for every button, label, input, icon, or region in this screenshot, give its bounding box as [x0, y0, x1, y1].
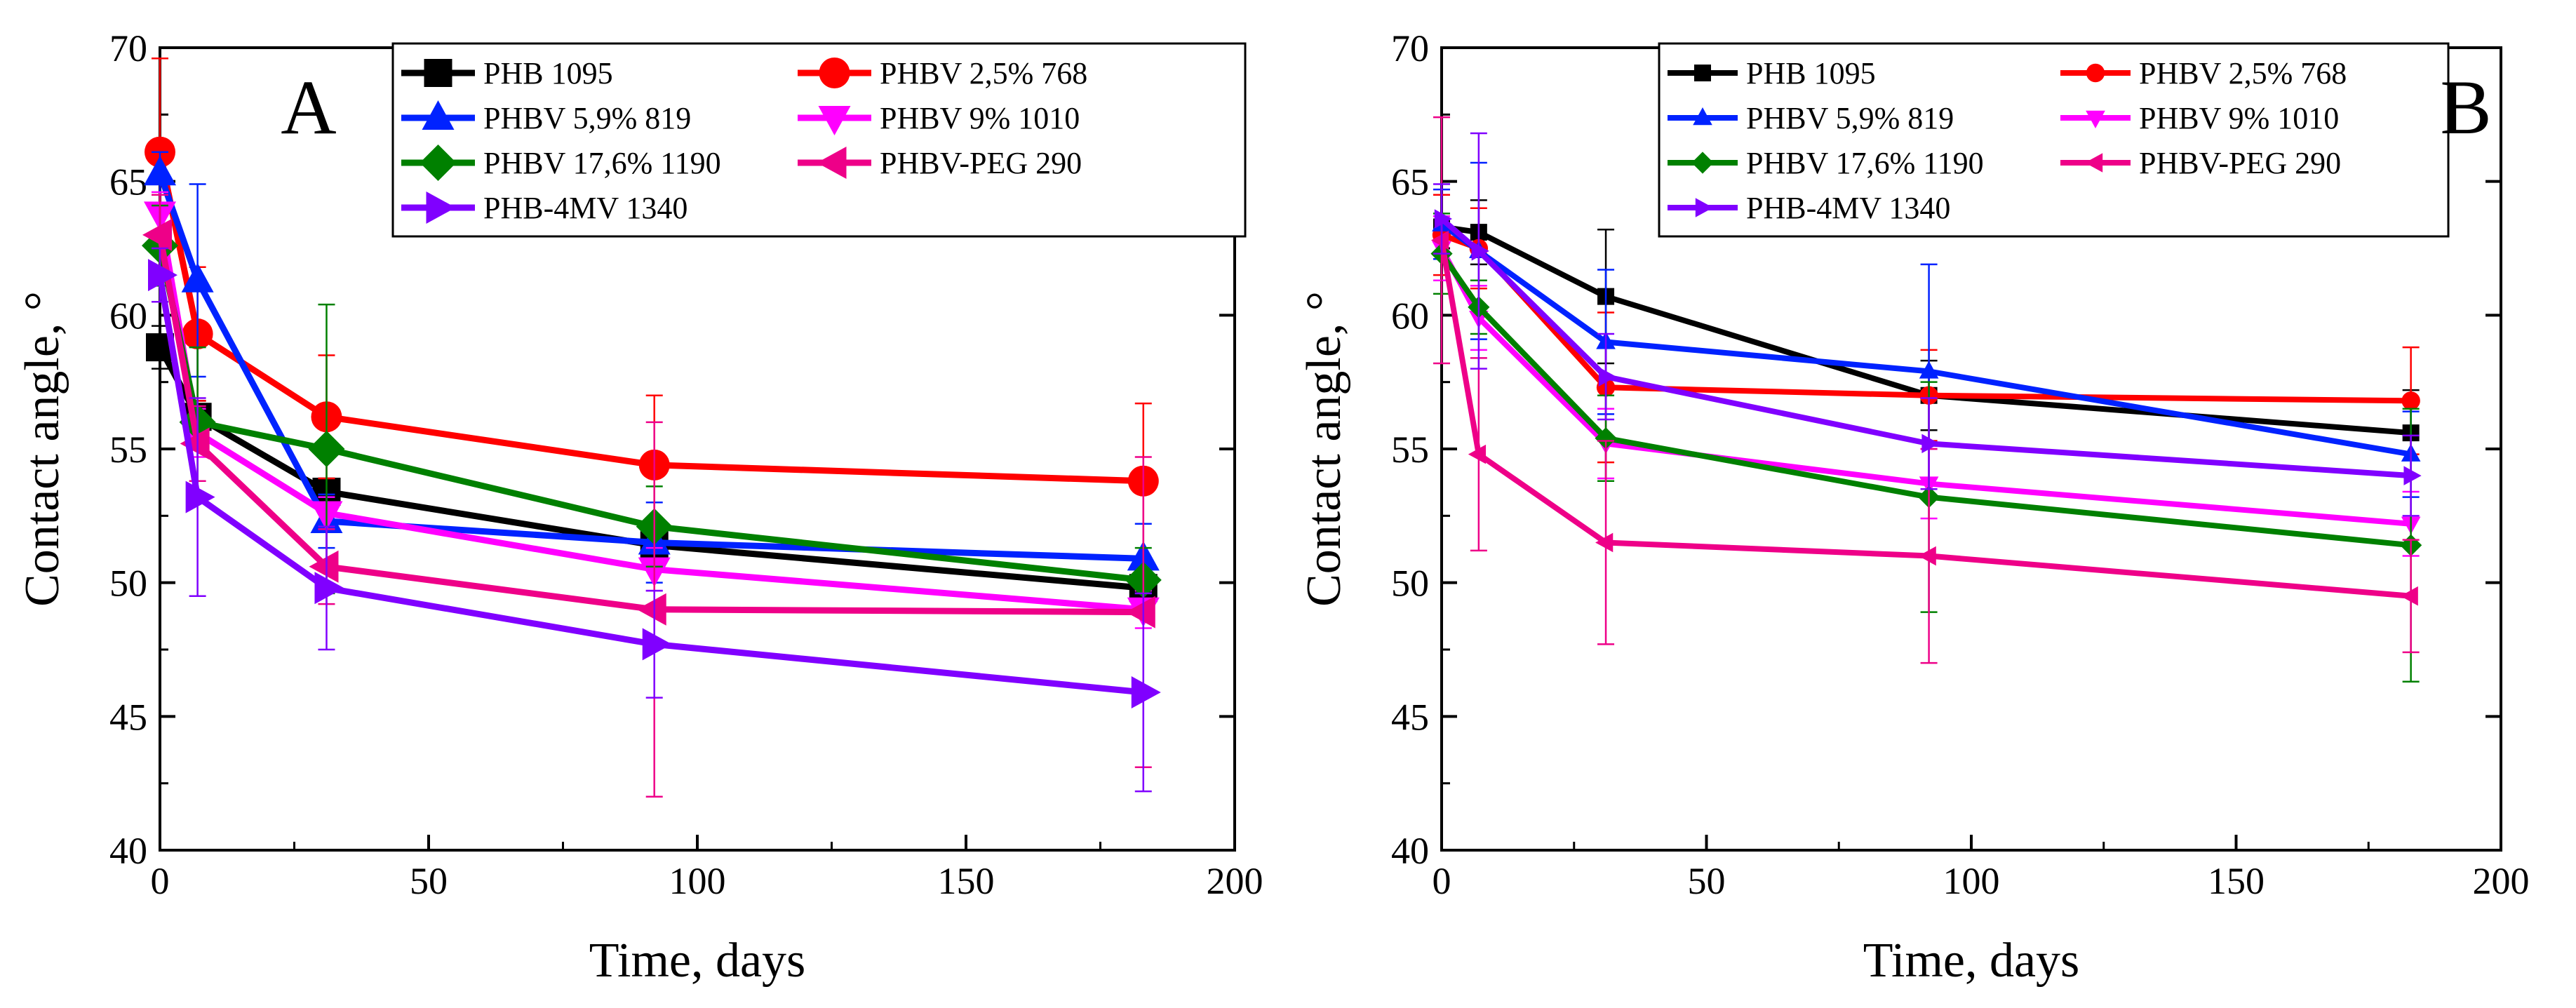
legend-label: PHBV 5,9% 819 — [483, 101, 691, 135]
legend-label: PHBV 9% 1010 — [880, 101, 1080, 135]
data-point — [1125, 596, 1155, 629]
data-point — [642, 628, 672, 661]
legend-label: PHB-4MV 1340 — [1746, 191, 1950, 225]
data-point — [1595, 532, 1614, 553]
legend-marker — [426, 191, 456, 224]
data-point — [1471, 241, 1489, 261]
y-tick-label: 70 — [1391, 27, 1429, 69]
y-tick-label: 40 — [109, 830, 147, 872]
data-point — [2400, 586, 2418, 606]
y-tick-label: 40 — [1391, 830, 1429, 872]
x-tick-label: 200 — [1207, 860, 1263, 902]
data-point — [1918, 546, 1936, 566]
data-point — [1921, 434, 1940, 454]
panel-label: B — [2440, 65, 2491, 150]
legend-marker — [1691, 152, 1714, 174]
y-tick-label: 45 — [1391, 696, 1429, 738]
x-tick-label: 200 — [2473, 860, 2530, 902]
y-tick-label: 65 — [1391, 161, 1429, 203]
x-tick-label: 50 — [1688, 860, 1726, 902]
y-tick-label: 60 — [1391, 295, 1429, 337]
x-axis-title: Time, days — [1863, 934, 2080, 988]
data-point — [142, 218, 172, 251]
series-phb-4mv-1340 — [148, 247, 1161, 793]
legend-label: PHB 1095 — [483, 56, 613, 90]
y-tick-label: 60 — [109, 295, 147, 337]
legend-box — [1658, 42, 2450, 238]
data-point — [1434, 209, 1452, 229]
data-point — [636, 593, 666, 626]
legend-label: PHB 1095 — [1746, 56, 1876, 90]
x-tick-label: 50 — [410, 860, 448, 902]
x-tick-label: 0 — [1433, 860, 1451, 902]
legend-marker — [2085, 153, 2103, 173]
legend-label: PHBV 2,5% 768 — [2139, 56, 2347, 90]
data-point — [2401, 391, 2420, 410]
data-point — [1431, 230, 1449, 250]
data-point — [185, 481, 215, 513]
legend-marker — [1693, 107, 1712, 126]
x-tick-label: 100 — [1943, 860, 2000, 902]
legend-label: PHBV 5,9% 819 — [1746, 101, 1954, 135]
legend-marker — [819, 58, 850, 88]
legend-marker — [424, 59, 452, 87]
y-axis-title: Contact angle, ° — [1297, 291, 1351, 607]
legend-marker — [420, 145, 457, 181]
legend-marker — [1695, 198, 1713, 217]
data-point — [148, 259, 177, 292]
data-point — [1595, 427, 1617, 450]
y-tick-label: 50 — [109, 563, 147, 605]
chart-panel-a: 0 50 100 150 200 40 45 50 55 60 65 70 Time, days Cont… — [15, 27, 1263, 988]
x-tick-label: 0 — [151, 860, 170, 902]
legend-label: PHBV 9% 1010 — [2139, 101, 2339, 135]
data-point — [144, 156, 176, 186]
data-point — [308, 431, 345, 467]
legend-marker — [818, 106, 851, 135]
y-tick-label: 70 — [109, 27, 147, 69]
y-tick-label: 45 — [109, 696, 147, 738]
legend-label: PHBV 2,5% 768 — [880, 56, 1087, 90]
chart-panel-b: 0 50 100 150 200 40 45 50 55 60 65 70 Time, days Cont… — [1297, 27, 2530, 988]
legend-marker — [2086, 110, 2105, 128]
legend: PHB 1095 PHBV 2,5% 768 PHBV 5,9% 819 PHBV 9… — [391, 42, 1247, 238]
legend-label: PHBV 17,6% 1190 — [1746, 146, 1984, 180]
legend-label: PHBV-PEG 290 — [880, 146, 1082, 180]
data-point — [181, 262, 214, 293]
y-axis-title: Contact angle, ° — [15, 291, 69, 607]
data-point — [309, 550, 339, 583]
legend-marker — [1694, 65, 1711, 81]
legend-marker — [817, 147, 847, 179]
data-point — [180, 427, 210, 460]
panel-label: A — [281, 65, 336, 150]
legend-label: PHBV 17,6% 1190 — [483, 146, 721, 180]
legend-marker — [2086, 63, 2105, 83]
y-tick-label: 55 — [109, 429, 147, 471]
series-phbv-peg-290 — [1431, 116, 2420, 664]
x-tick-label: 100 — [669, 860, 726, 902]
y-tick-label: 50 — [1391, 563, 1429, 605]
legend-marker — [422, 100, 455, 130]
data-point — [1468, 444, 1487, 464]
series-phb-4mv-1340 — [1433, 132, 2422, 517]
x-axis-title: Time, days — [589, 934, 806, 988]
data-point — [1131, 676, 1161, 709]
data-point — [314, 572, 344, 605]
legend: PHB 1095 PHBV 2,5% 768 PHBV 5,9% 819 PHBV 9… — [1658, 42, 2450, 238]
data-point — [1598, 367, 1617, 387]
x-tick-label: 150 — [938, 860, 995, 902]
y-tick-label: 65 — [109, 161, 147, 203]
data-point — [1919, 361, 1939, 379]
y-tick-label: 55 — [1391, 429, 1429, 471]
x-tick-label: 150 — [2208, 860, 2265, 902]
data-point — [2403, 466, 2422, 485]
legend-label: PHBV-PEG 290 — [2139, 146, 2341, 180]
legend-label: PHB-4MV 1340 — [483, 191, 687, 225]
